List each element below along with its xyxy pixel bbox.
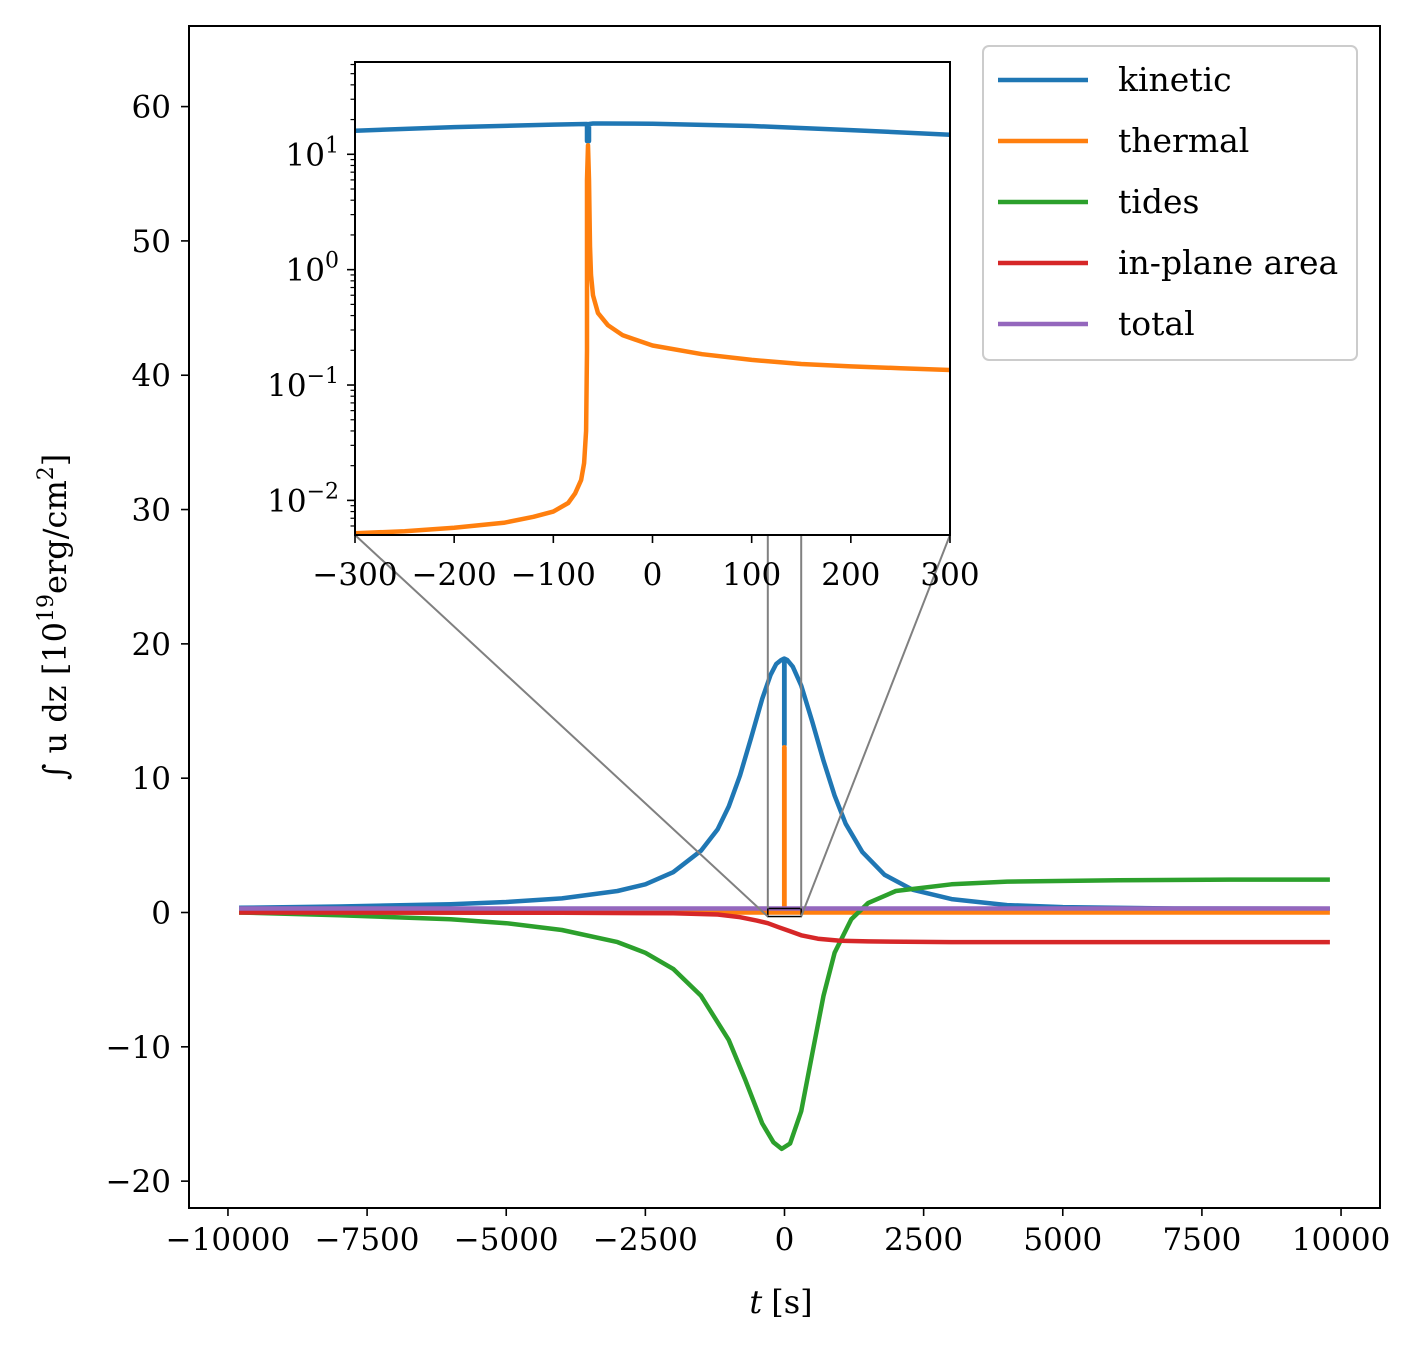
legend-label-kinetic: kinetic (1118, 60, 1232, 99)
x-axis-label-var: t (749, 1283, 762, 1321)
main-x-tick-label: 10000 (1292, 1222, 1391, 1258)
main-y-tick-label: 0 (151, 896, 171, 932)
inset-y-tick-exp: 1 (325, 133, 339, 158)
y-axis-label-suffix: ] (36, 454, 74, 466)
x-axis-label: t [s] (749, 1283, 812, 1321)
inset-x-tick-label: 100 (722, 557, 781, 593)
main-x-tick-label: 5000 (1023, 1222, 1102, 1258)
main-series-lines (239, 656, 1330, 1152)
legend-label-total: total (1118, 304, 1195, 343)
legend-label-in-plane-area: in-plane area (1118, 243, 1338, 282)
inset-plot-area (355, 62, 950, 535)
inset-y-tick-exp: −1 (307, 364, 339, 389)
main-y-tick-label: 60 (132, 90, 171, 126)
main-x-tick-label: 2500 (884, 1222, 963, 1258)
main-y-tick-label: −10 (106, 1030, 171, 1066)
inset-y-tick-base: 10 (286, 253, 325, 289)
main-series-in-plane-area (239, 910, 1330, 945)
inset-x-ticks: −300 −200 −100 0 100 200 300 (312, 535, 980, 593)
x-axis-label-unit: [s] (771, 1283, 812, 1321)
inset-y-tick-label: 100 (286, 249, 339, 289)
main-y-ticks: −20 −10 0 10 20 30 40 50 60 (106, 90, 189, 1200)
inset-y-tick-label: 10−1 (267, 364, 339, 404)
main-series-tides (239, 877, 1330, 1152)
inset-y-tick-base: 10 (267, 368, 306, 404)
main-y-tick-label: 50 (132, 224, 171, 260)
legend-label-thermal: thermal (1118, 121, 1249, 160)
main-y-tick-label: 40 (132, 358, 171, 394)
inset-x-tick-label: −100 (511, 557, 596, 593)
inset-y-tick-base: 10 (286, 137, 325, 173)
legend: kinetic thermal tides in-plane area total (982, 45, 1358, 361)
main-y-tick-label: 20 (132, 627, 171, 663)
main-y-tick-label: 30 (132, 493, 171, 529)
inset-axes-frame (354, 61, 951, 536)
y-axis-label-prefix: ∫ u dz [10 (36, 622, 74, 780)
zoom-rectangle (767, 907, 802, 918)
inset-y-tick-exp: −2 (307, 479, 339, 504)
inset-x-tick-label: −300 (312, 557, 397, 593)
main-series-thermal (239, 745, 1330, 915)
main-axes-frame (188, 25, 1381, 1209)
inset-x-tick-label: −200 (412, 557, 497, 593)
main-x-ticks: −10000 −7500 −5000 −2500 0 2500 5000 7500 10000 (166, 1208, 1391, 1258)
inset-x-tick-label: 200 (821, 557, 880, 593)
inset-x-tick-label: 300 (920, 557, 979, 593)
main-x-tick-label: −5000 (454, 1222, 559, 1258)
inset-series-lines (355, 121, 950, 535)
zoom-connector-line (800, 534, 951, 917)
main-y-tick-label: 10 (132, 761, 171, 797)
main-y-tick-label: −20 (106, 1164, 171, 1200)
zoom-connector-line (354, 534, 769, 918)
inset-y-tick-base: 10 (267, 483, 306, 519)
main-x-tick-label: 0 (775, 1222, 795, 1258)
main-series-kinetic (239, 656, 1330, 911)
y-axis-label: ∫ u dz [1019erg/cm2] (34, 454, 74, 781)
inset-series-kinetic (355, 121, 950, 144)
main-x-tick-label: 7500 (1162, 1222, 1241, 1258)
main-x-tick-label: −7500 (315, 1222, 420, 1258)
inset-series-thermal (355, 142, 950, 535)
legend-frame (982, 45, 1358, 361)
y-axis-label-exp: 19 (34, 594, 59, 622)
inset-y-tick-exp: 0 (325, 249, 339, 274)
inset-y-tick-label: 10−2 (267, 479, 339, 519)
inset-x-tick-label: 0 (643, 557, 663, 593)
y-axis-label-unit-exp: 2 (34, 466, 59, 480)
main-x-tick-label: −2500 (593, 1222, 698, 1258)
legend-entries: kinetic thermal tides in-plane area total (998, 60, 1338, 343)
zoom-indicator (354, 534, 951, 918)
legend-label-tides: tides (1118, 182, 1199, 221)
main-x-tick-label: −10000 (166, 1222, 291, 1258)
y-axis-label-unit: erg/cm (36, 480, 74, 594)
inset-y-tick-label: 101 (286, 133, 339, 173)
